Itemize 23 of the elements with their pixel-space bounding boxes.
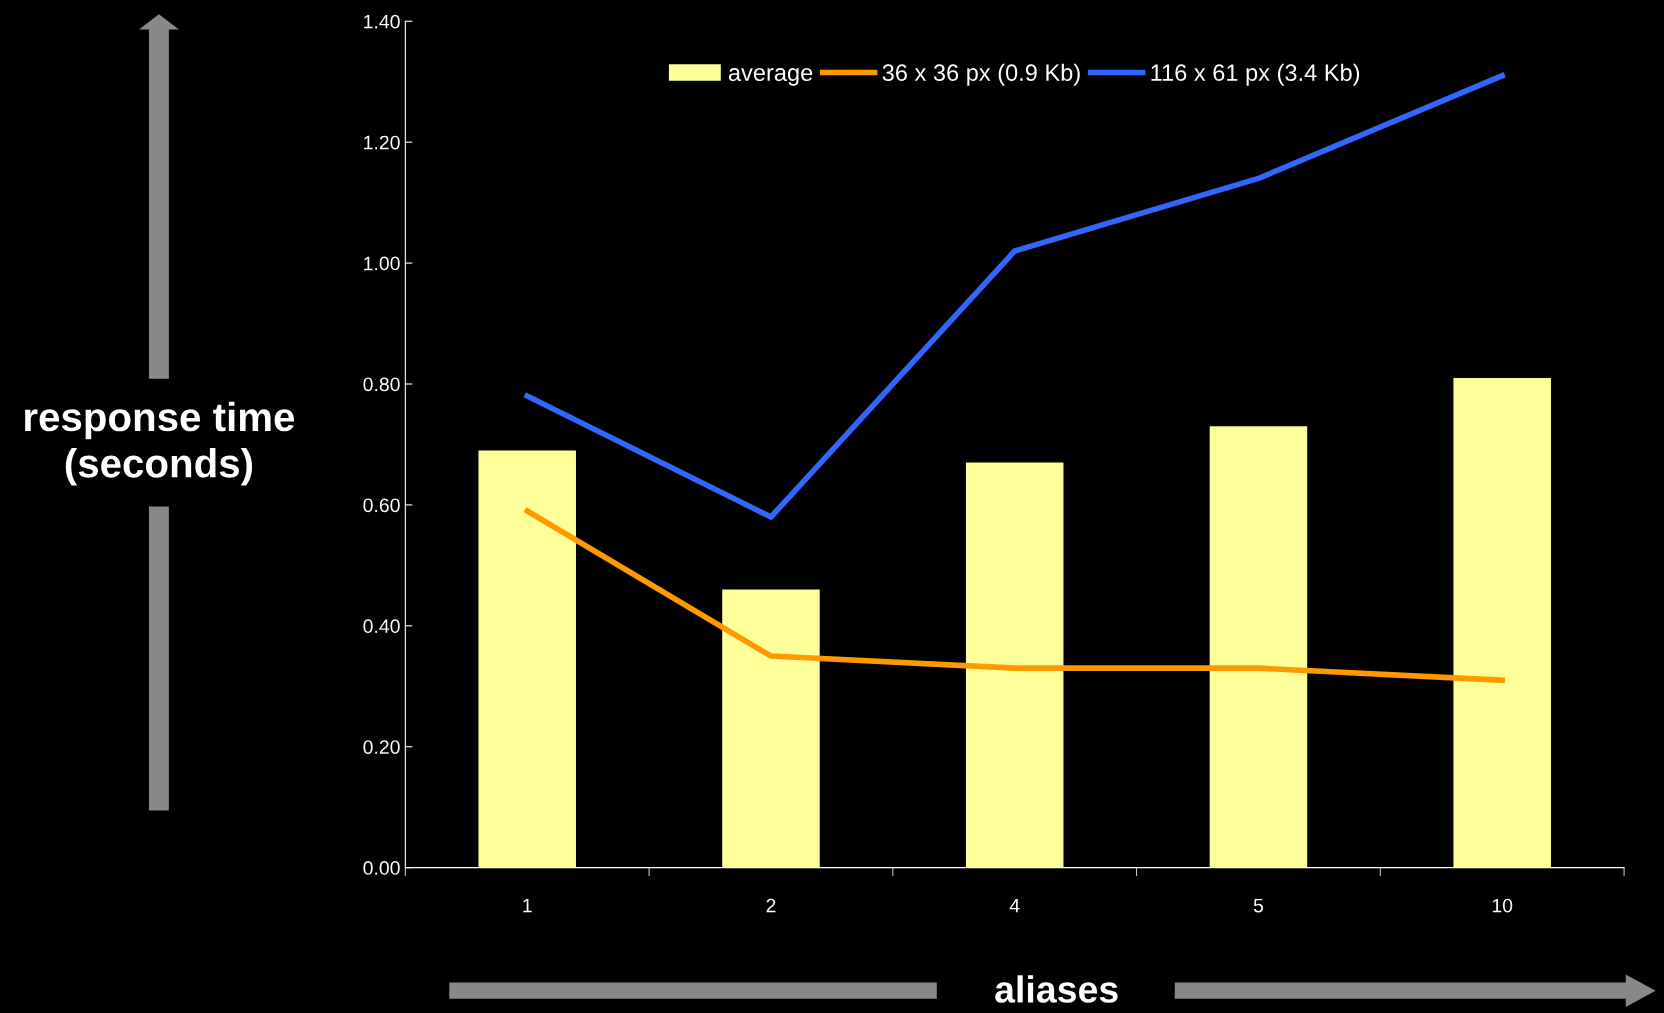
x-tick-label: 10 [1492,898,1513,913]
y-tick-label: 0.80 [363,377,400,392]
x-axis-title: aliases [995,975,1118,1003]
y-axis-title: response time (seconds) [25,401,295,486]
bar [478,450,576,868]
bar [1453,377,1551,868]
bar [722,589,820,868]
legend-label: 116 x 61 px (3.4 Kb) [1151,63,1360,86]
legend-label: 36 x 36 px (0.9 Kb) [882,63,1080,86]
y-tick-label: 0.40 [363,619,400,634]
y-tick-label: 0.60 [363,498,400,513]
x-tick-label: 5 [1253,898,1264,913]
y-tick-label: 0.00 [363,861,400,875]
x-tick-label: 2 [766,898,776,913]
y-tick-label: 1.20 [364,135,400,150]
x-tick-label: 4 [1009,898,1020,913]
legend-label: average [728,68,813,86]
bar [1209,426,1308,868]
y-tick-label: 1.40 [364,14,400,29]
y-tick-label: 0.20 [363,740,400,754]
x-tick-label: 1 [523,898,532,913]
bar [965,462,1064,868]
y-tick-label: 1.00 [364,256,400,271]
